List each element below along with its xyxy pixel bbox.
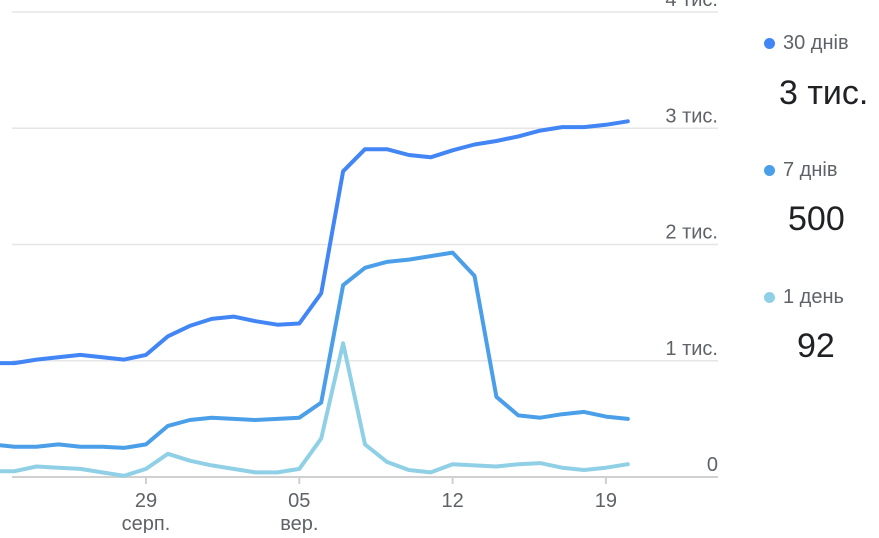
y-tick-label-0: 0 bbox=[707, 454, 718, 476]
x-tick-month-label-0: серп. bbox=[122, 513, 171, 533]
legend-dot-1-day bbox=[764, 291, 775, 303]
x-tick-month-label-1: вер. bbox=[280, 513, 318, 533]
series-line-0 bbox=[0, 119, 630, 366]
y-tick-label-1: 1 тис. bbox=[665, 338, 718, 360]
legend-item-1-day[interactable]: 1 день bbox=[752, 284, 879, 310]
x-tick-label-2: 12 bbox=[441, 490, 463, 512]
legend-label-7-days: 7 днів bbox=[783, 158, 838, 181]
legend-value-1-day: 92 bbox=[797, 327, 835, 365]
legend-value-7-days: 500 bbox=[788, 200, 845, 238]
x-tick-label-1: 05 bbox=[288, 490, 310, 512]
x-tick-label-0: 29 bbox=[135, 490, 157, 512]
series-line-2 bbox=[0, 341, 630, 478]
legend: 30 днів 3 тис. 7 днів 500 1 день 92 bbox=[752, 0, 879, 533]
legend-label-30-days: 30 днів bbox=[783, 31, 849, 54]
series-line-1 bbox=[0, 250, 630, 450]
y-tick-label-4: 4 тис. bbox=[665, 0, 718, 11]
x-tick-label-3: 19 bbox=[595, 490, 617, 512]
legend-item-30-days[interactable]: 30 днів bbox=[752, 30, 879, 56]
legend-dot-30-days bbox=[764, 37, 775, 49]
legend-item-7-days[interactable]: 7 днів bbox=[752, 157, 879, 183]
legend-dot-7-days bbox=[764, 164, 775, 176]
y-tick-label-3: 3 тис. bbox=[665, 105, 718, 127]
legend-label-1-day: 1 день bbox=[783, 285, 844, 308]
legend-value-30-days: 3 тис. bbox=[779, 74, 869, 112]
y-tick-label-2: 2 тис. bbox=[665, 222, 718, 244]
